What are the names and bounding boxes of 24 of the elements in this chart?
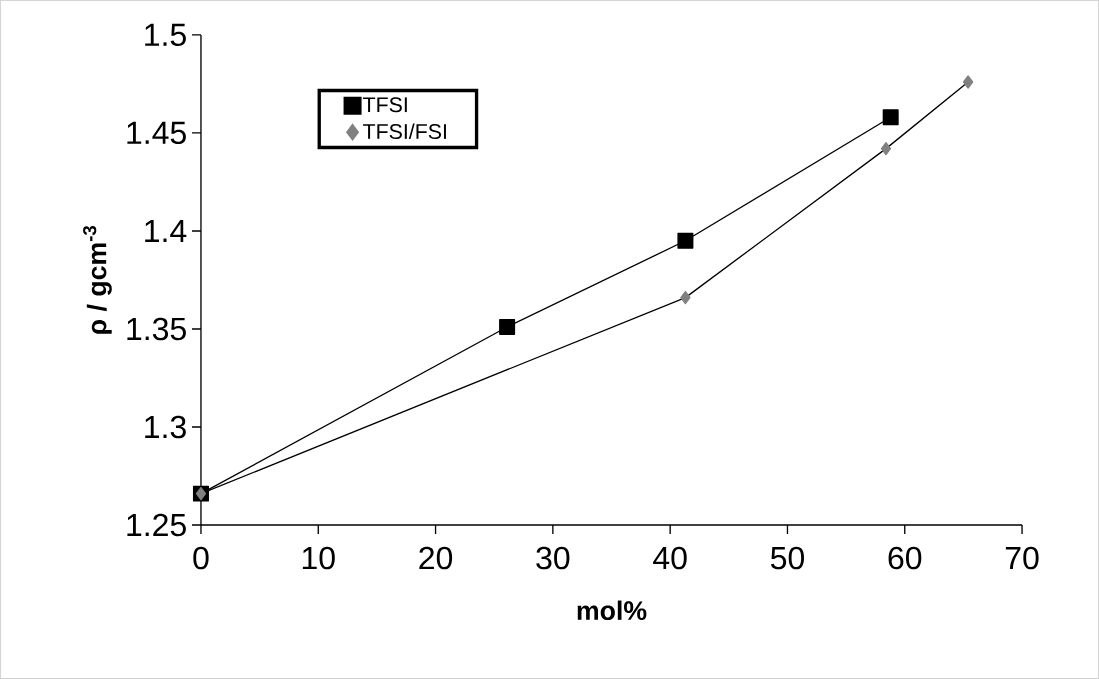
x-tick-label: 10: [302, 546, 335, 570]
y-tick-label: 1.4: [145, 219, 187, 242]
x-tick-label: 60: [888, 546, 922, 570]
y-axis-title: ρ / gcm$^{-3}$: [83, 225, 112, 334]
y-tick-label: 1.3: [145, 415, 186, 439]
legend-label: TFSI/FSI: [363, 123, 446, 140]
legend-label: TFSI: [363, 97, 407, 113]
x-tick-label: 50: [770, 546, 804, 570]
x-tick-label: 0: [193, 546, 209, 570]
point: [882, 109, 899, 126]
point: [677, 232, 694, 249]
x-axis-title: mol%: [577, 600, 647, 621]
y-tick-label: 1.25: [127, 513, 186, 537]
y-tick-label: 1.5: [145, 23, 186, 47]
x-tick-label: 30: [536, 546, 570, 570]
point: [499, 319, 516, 336]
point: [680, 290, 691, 305]
x-tick-label: 20: [419, 546, 453, 570]
x-tick-label: 70: [1005, 546, 1039, 570]
y-tick-label: 1.35: [127, 317, 186, 341]
point: [880, 141, 892, 156]
y-tick-label: 1.45: [127, 121, 186, 145]
x-tick-label: 40: [653, 546, 687, 570]
point: [962, 75, 974, 89]
